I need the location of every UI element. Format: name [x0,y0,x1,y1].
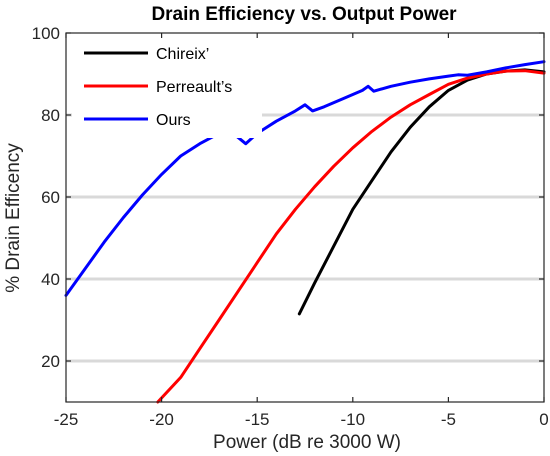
series-line-0 [297,68,546,316]
chart-title: Drain Efficiency vs. Output Power [151,4,457,25]
legend-box [72,38,262,138]
x-tick-label: 0 [539,410,548,429]
axes [65,32,545,403]
legend-label-0: Chireix’ [156,46,209,63]
legend-label-1: Perreault’s [156,79,232,96]
x-tick-label: -25 [54,410,79,429]
series-line-2 [64,60,546,297]
y-axis-label: % Drain Efficency [3,143,24,293]
x-tick-label: -10 [341,410,366,429]
x-axis-label: Power (dB re 3000 W) [213,432,401,453]
legend: Chireix’ Perreault’s Ours [72,38,262,138]
y-tick-label: 100 [32,24,60,43]
x-tick-label: -20 [149,410,174,429]
y-tick-label: 60 [41,188,60,207]
x-tick-label: -5 [441,410,456,429]
y-tick-label: 40 [41,270,60,289]
grid-lines [66,113,544,363]
series-lines [64,60,546,404]
y-tick-label: 80 [41,106,60,125]
legend-label-2: Ours [156,112,191,129]
x-tick-label: -15 [245,410,270,429]
y-tick-label: 20 [41,352,60,371]
series-line-1 [156,69,546,404]
tick-labels: -25 -20 -15 -10 -5 0 20 40 60 80 100 [32,24,549,429]
plot-frame [65,32,545,403]
